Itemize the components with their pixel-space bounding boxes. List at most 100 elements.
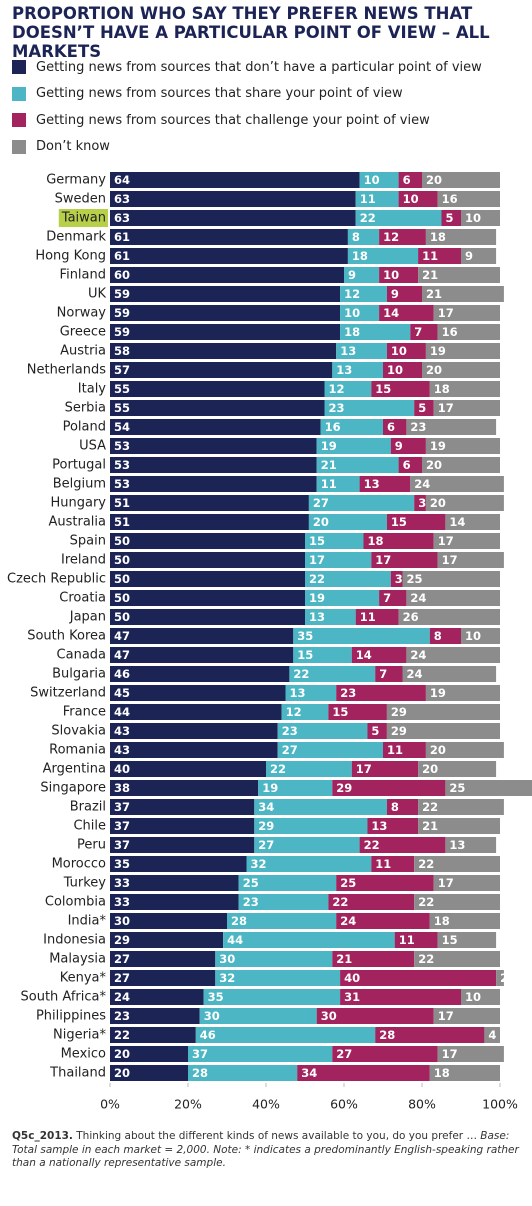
bar-segment: [340, 305, 380, 321]
bar-segment: [110, 628, 294, 644]
value-label: 14: [449, 515, 465, 529]
value-label: 2: [500, 971, 508, 985]
value-label: 4: [488, 1028, 496, 1042]
value-label: 51: [114, 515, 130, 529]
bar-segment: [425, 343, 500, 359]
bar-segment: [277, 742, 383, 758]
bar-segment: [359, 476, 411, 492]
legend-swatch: [12, 86, 26, 101]
value-label: 14: [356, 648, 372, 662]
value-label: 21: [422, 268, 438, 282]
category-label: Kenya*: [60, 971, 107, 986]
bar-segment: [308, 495, 415, 511]
bar-segment: [394, 932, 438, 948]
value-label: 47: [114, 629, 130, 643]
value-label: 23: [243, 895, 259, 909]
bar-segment: [429, 1065, 500, 1081]
category-label: Romania: [49, 743, 106, 758]
bar-segment: [110, 1008, 200, 1024]
value-label: 34: [301, 1066, 317, 1080]
value-label: 23: [114, 1009, 130, 1023]
value-label: 61: [114, 230, 130, 244]
value-label: 29: [114, 933, 130, 947]
bar-segment: [277, 723, 368, 739]
bar-segment: [425, 229, 497, 245]
value-label: 27: [114, 952, 130, 966]
category-label: Australia: [48, 515, 106, 530]
bar-segment: [110, 989, 204, 1005]
value-label: 59: [114, 306, 130, 320]
category-label: Spain: [70, 534, 106, 549]
bar-segment: [328, 704, 387, 720]
value-label: 23: [329, 401, 345, 415]
category-label: Singapore: [40, 781, 106, 796]
value-label: 7: [414, 325, 422, 339]
bar-segment: [336, 343, 387, 359]
x-tick-label: 20%: [174, 1097, 202, 1112]
bar-segment: [359, 837, 446, 853]
value-label: 17: [438, 401, 454, 415]
value-label: 13: [340, 344, 356, 358]
bar-segment: [110, 552, 305, 568]
bar-segment: [406, 419, 497, 435]
value-label: 17: [309, 553, 325, 567]
bar-segment: [351, 647, 407, 663]
value-label: 44: [114, 705, 130, 719]
bar-segment: [246, 856, 372, 872]
value-label: 53: [114, 439, 130, 453]
x-tick-label: 40%: [252, 1097, 280, 1112]
bar-segment: [383, 419, 407, 435]
bar-segment: [386, 343, 426, 359]
value-label: 26: [403, 610, 419, 624]
value-label: 40: [344, 971, 360, 985]
bar-segment: [293, 647, 352, 663]
value-label: 13: [371, 819, 387, 833]
category-label: USA: [79, 439, 106, 454]
bar-segment: [188, 1065, 298, 1081]
category-label: Poland: [63, 420, 106, 435]
value-label: 11: [360, 610, 376, 624]
bar-segment: [305, 609, 356, 625]
bar-segment: [410, 324, 438, 340]
bar-segment: [379, 229, 426, 245]
value-label: 28: [192, 1066, 208, 1080]
value-label: 11: [360, 192, 376, 206]
value-label: 29: [258, 819, 274, 833]
bar-segment: [422, 286, 504, 302]
legend: Getting news from sources that don’t hav…: [12, 54, 482, 160]
value-label: 20: [114, 1047, 130, 1061]
bar-segment: [305, 533, 364, 549]
bar-segment: [215, 951, 333, 967]
value-label: 13: [309, 610, 325, 624]
value-label: 13: [336, 363, 352, 377]
value-label: 20: [430, 496, 446, 510]
value-label: 27: [313, 496, 329, 510]
bar-segment: [110, 590, 305, 606]
value-label: 55: [114, 401, 130, 415]
legend-label: Getting news from sources that challenge…: [36, 112, 430, 128]
category-highlight: [58, 209, 108, 227]
value-label: 6: [403, 458, 411, 472]
bar-segment: [110, 1065, 188, 1081]
value-label: 24: [114, 990, 130, 1004]
value-label: 24: [414, 477, 430, 491]
value-label: 16: [325, 420, 341, 434]
legend-item: Getting news from sources that challenge…: [12, 107, 482, 134]
value-label: 47: [114, 648, 130, 662]
category-label: South Africa*: [21, 990, 107, 1005]
value-label: 29: [391, 724, 407, 738]
category-label: Finland: [60, 268, 106, 283]
value-label: 50: [114, 610, 130, 624]
value-label: 19: [309, 591, 325, 605]
bar-segment: [418, 761, 497, 777]
legend-label: Getting news from sources that share you…: [36, 86, 403, 102]
bar-segment: [425, 495, 504, 511]
bar-segment: [429, 913, 500, 929]
value-label: 31: [344, 990, 360, 1004]
bar-segment: [383, 742, 426, 758]
value-label: 23: [340, 686, 356, 700]
value-label: 59: [114, 325, 130, 339]
bar-segment: [110, 856, 247, 872]
value-label: 51: [114, 496, 130, 510]
bar-segment: [414, 495, 426, 511]
